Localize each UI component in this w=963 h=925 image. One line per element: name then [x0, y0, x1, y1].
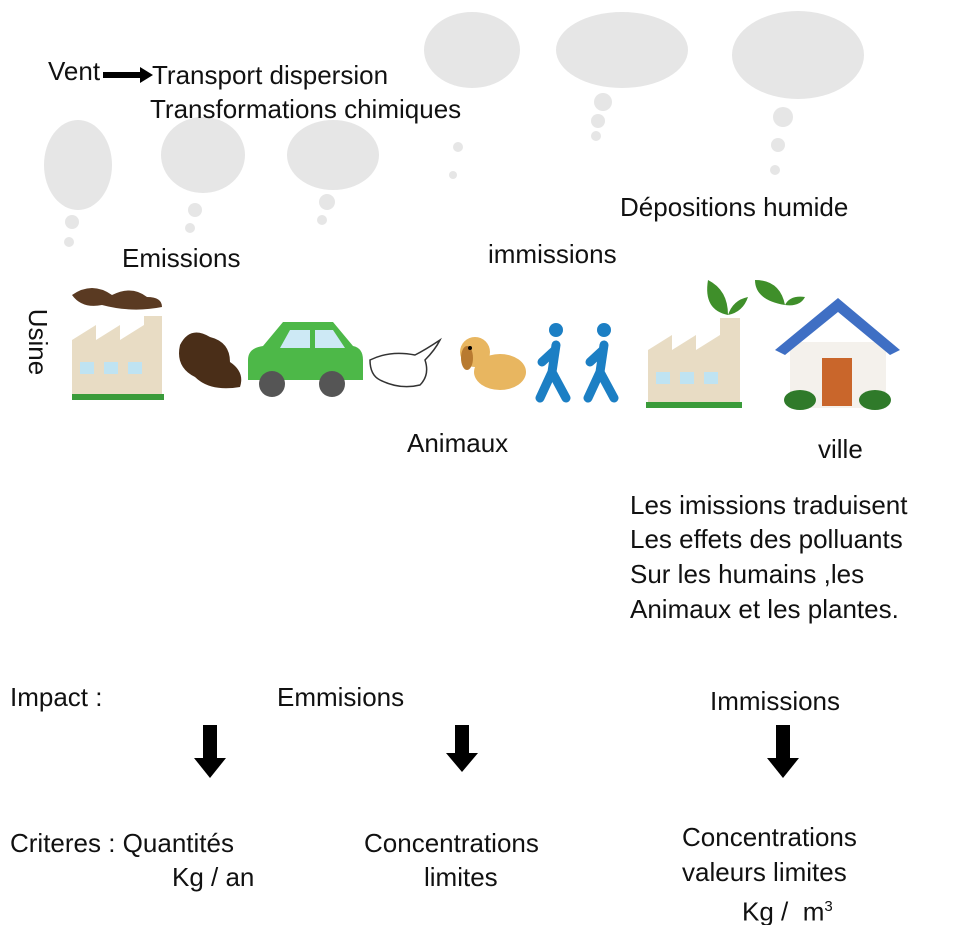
impact-label: Impact : — [10, 682, 102, 712]
note-line: Sur les humains ,les — [630, 559, 864, 589]
emission-criteria: Concentrations — [364, 828, 539, 858]
smoke-icon — [179, 333, 241, 389]
note-line: Animaux et les plantes. — [630, 594, 899, 624]
transport-label: Transport dispersion — [152, 60, 388, 90]
house-icon — [755, 280, 900, 410]
immission-unit: Kg / m — [742, 897, 824, 925]
people-icon — [540, 323, 614, 398]
impact-arrows — [194, 725, 799, 778]
factory-icon — [72, 288, 164, 400]
transformations-label: Transformations chimiques — [150, 94, 461, 124]
immissions-label: immissions — [488, 239, 617, 269]
factory-label: Usine — [23, 309, 53, 375]
dog-icon — [460, 337, 526, 390]
factory-plants-icon — [646, 280, 748, 408]
criteria-label: Criteres : Quantités — [10, 828, 234, 858]
unit-exponent: 3 — [824, 898, 832, 915]
city-label: ville — [818, 434, 863, 464]
emission-criteria: limites — [424, 862, 498, 892]
immission-criteria: valeurs limites — [682, 857, 847, 887]
cat-icon — [370, 340, 440, 387]
impact-immissions: Immissions — [710, 686, 840, 716]
wind-label: Vent — [48, 56, 100, 86]
animals-label: Animaux — [407, 428, 508, 458]
immission-unit-line: Kg / m3 — [742, 892, 833, 925]
car-icon — [248, 322, 363, 397]
note-line: Les effets des polluants — [630, 524, 903, 554]
diagram: Vent Transport dispersion Transformation… — [0, 0, 963, 925]
emissions-label: Emissions — [122, 243, 240, 273]
impact-emissions: Emmisions — [277, 682, 404, 712]
depositions-label: Dépositions humide — [620, 192, 848, 222]
quantity-unit: Kg / an — [172, 862, 254, 892]
immission-criteria: Concentrations — [682, 822, 857, 852]
note-line: Les imissions traduisent — [630, 490, 907, 520]
wind-arrow — [103, 67, 153, 83]
